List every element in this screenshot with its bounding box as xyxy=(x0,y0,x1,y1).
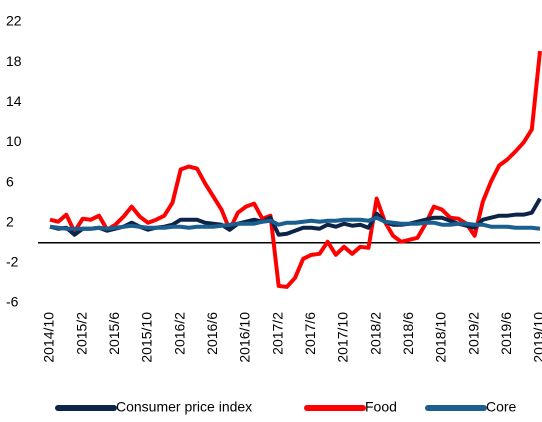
legend-item: Core xyxy=(425,399,517,415)
x-tick-label: 2015/10 xyxy=(139,312,155,363)
x-tick-label: 2019/2 xyxy=(465,312,481,355)
y-tick-label: 22 xyxy=(6,13,22,29)
legend-item: Consumer price index xyxy=(55,399,252,415)
x-tick-label: 2019/10 xyxy=(531,312,542,363)
x-tick-label: 2017/6 xyxy=(302,312,318,355)
x-tick-label: 2014/10 xyxy=(41,312,57,363)
x-tick-label: 2015/2 xyxy=(73,312,89,355)
y-tick-label: -6 xyxy=(6,294,19,310)
legend-label: Consumer price index xyxy=(116,399,252,415)
y-tick-label: 14 xyxy=(6,93,22,109)
y-tick-label: 18 xyxy=(6,53,22,69)
x-tick-label: 2016/6 xyxy=(204,312,220,355)
x-tick-label: 2019/6 xyxy=(498,312,514,355)
series-line xyxy=(49,50,542,289)
x-tick-label: 2017/2 xyxy=(269,312,285,355)
x-tick-label: 2018/10 xyxy=(433,312,449,363)
legend-label: Core xyxy=(486,399,517,415)
legend-item: Food xyxy=(304,399,397,415)
x-tick-label: 2015/6 xyxy=(106,312,122,355)
x-tick-label: 2016/10 xyxy=(237,312,253,363)
x-tick-label: 2017/10 xyxy=(335,312,351,363)
y-tick-label: 2 xyxy=(6,213,14,229)
series-line xyxy=(49,215,541,231)
legend-label: Food xyxy=(365,399,397,415)
y-tick-label: 6 xyxy=(6,173,14,189)
x-tick-label: 2018/6 xyxy=(400,312,416,355)
x-tick-label: 2018/2 xyxy=(367,312,383,355)
y-tick-label: -2 xyxy=(6,254,19,270)
x-tick-label: 2016/2 xyxy=(171,312,187,355)
y-tick-label: 10 xyxy=(6,133,22,149)
